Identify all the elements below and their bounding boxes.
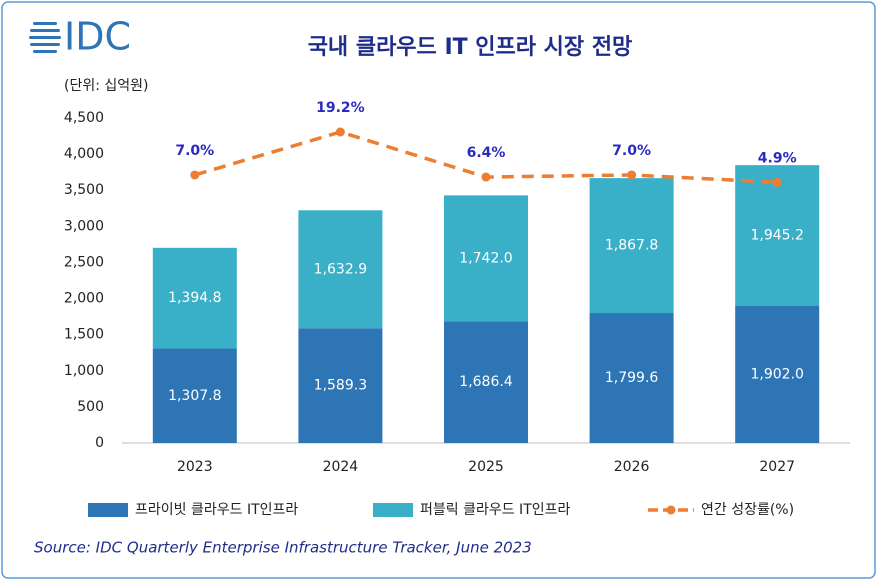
bar — [589, 178, 674, 314]
growth-label: 7.0% — [612, 143, 651, 159]
bar-value-label: 1,394.8 — [168, 290, 221, 306]
y-tick-label: 500 — [77, 399, 104, 415]
growth-marker — [335, 127, 345, 137]
y-tick-label: 4,500 — [64, 110, 104, 126]
growth-marker — [481, 172, 491, 182]
source: Source: IDC Quarterly Enterprise Infrast… — [34, 539, 532, 557]
y-tick-label: 3,500 — [64, 182, 104, 198]
y-tick-label: 1,000 — [64, 363, 104, 379]
bar — [298, 210, 383, 329]
y-tick-label: 1,500 — [64, 327, 104, 343]
bar — [735, 165, 820, 306]
bar — [589, 313, 674, 443]
y-tick-label: 4,000 — [64, 146, 104, 162]
bar-value-label: 1,902.0 — [750, 366, 803, 382]
growth-label: 4.9% — [758, 150, 797, 166]
x-tick-label: 2025 — [468, 459, 504, 475]
bar — [298, 328, 383, 443]
y-tick-label: 2,000 — [64, 291, 104, 307]
bar — [735, 305, 820, 443]
x-tick-label: 2027 — [759, 459, 795, 475]
growth-label: 6.4% — [467, 145, 506, 161]
chart-title: 국내 클라우드 IT 인프라 시장 전망 — [308, 35, 633, 60]
unit-label: (단위: 십억원) — [64, 78, 149, 94]
legend-label: 프라이빗 클라우드 IT인프라 — [135, 502, 298, 518]
growth-label: 19.2% — [316, 100, 365, 116]
bar-value-label: 1,742.0 — [459, 250, 512, 266]
logo: IDC — [64, 15, 131, 59]
bar-value-label: 1,307.8 — [168, 388, 221, 404]
x-tick-label: 2026 — [614, 459, 650, 475]
bar-value-label: 1,945.2 — [750, 227, 803, 243]
bar-value-label: 1,799.6 — [605, 370, 659, 386]
y-tick-label: 0 — [95, 435, 104, 451]
y-tick-label: 2,500 — [64, 254, 104, 270]
bar — [152, 247, 237, 349]
legend-label: 퍼블릭 클라우드 IT인프라 — [420, 502, 571, 518]
bar-value-label: 1,632.9 — [314, 261, 367, 277]
growth-marker — [772, 177, 782, 187]
bar — [444, 195, 528, 322]
y-tick-label: 3,000 — [64, 218, 104, 234]
growth-marker — [190, 170, 200, 180]
logo-globe — [29, 22, 61, 53]
bar — [152, 348, 237, 443]
bar-value-label: 1,867.8 — [605, 238, 658, 254]
bar — [444, 321, 528, 443]
x-tick-label: 2024 — [323, 459, 359, 475]
bar-value-label: 1,686.4 — [459, 374, 513, 390]
legend-label: 연간 성장률(%) — [701, 502, 794, 518]
legend-swatch — [373, 503, 413, 517]
growth-label: 7.0% — [175, 143, 214, 159]
growth-marker — [627, 170, 637, 180]
bar-value-label: 1,589.3 — [314, 378, 367, 394]
legend-swatch — [88, 503, 128, 517]
x-tick-label: 2023 — [177, 459, 213, 475]
legend-marker — [666, 505, 676, 515]
